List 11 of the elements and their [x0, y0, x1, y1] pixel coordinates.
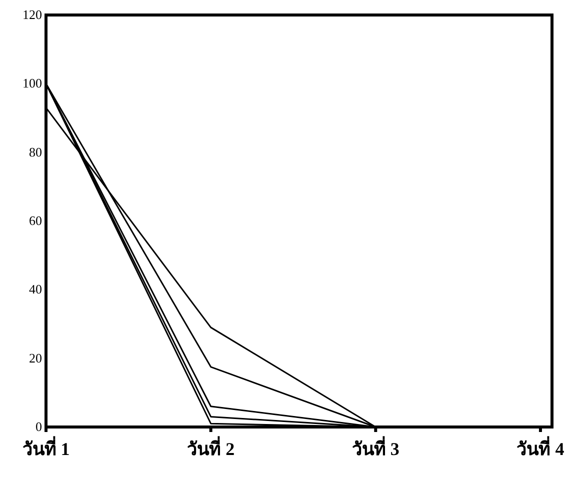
x-tick-label: วันที่ 1: [22, 436, 70, 459]
x-tick-label: วันที่ 3: [352, 436, 400, 459]
y-tick-label: 80: [29, 144, 42, 160]
y-tick-label: 60: [29, 213, 42, 228]
y-tick-label: 100: [22, 76, 42, 91]
x-tick-label: วันที่ 4: [516, 436, 564, 459]
x-tick-label: วันที่ 2: [187, 436, 235, 459]
y-tick-label: 0: [36, 419, 42, 434]
y-tick-label: 40: [29, 282, 42, 297]
y-tick-label: 120: [22, 7, 42, 22]
y-tick-label: 20: [29, 350, 42, 366]
